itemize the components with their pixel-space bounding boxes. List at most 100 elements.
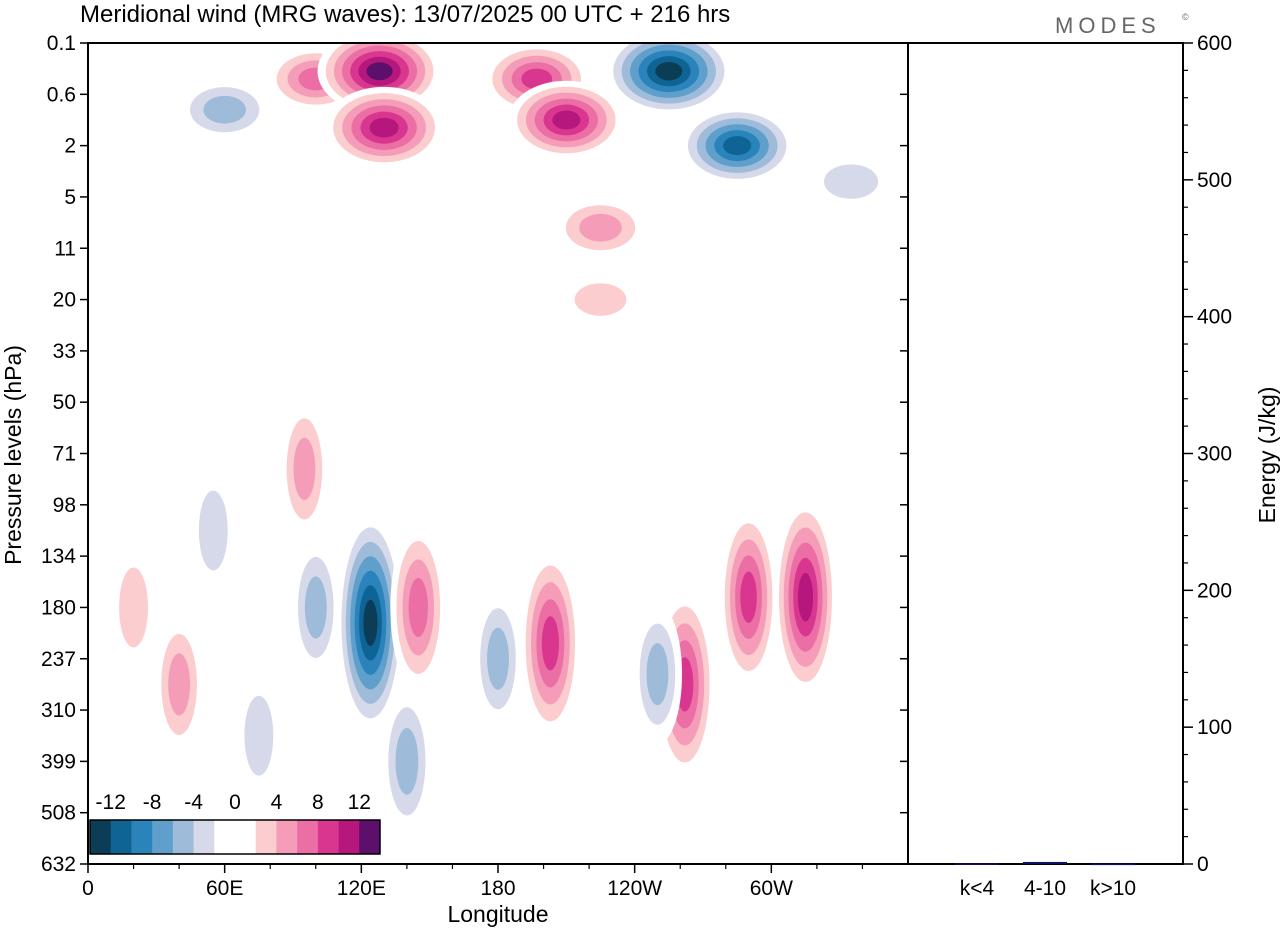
x-axis-label: Longitude (447, 901, 548, 927)
contour-level (740, 571, 757, 623)
contour-level (579, 213, 622, 242)
colorbar-swatch (172, 820, 194, 854)
colorbar-swatch (317, 820, 339, 854)
contour-level (552, 110, 581, 130)
contour-feature (189, 465, 237, 596)
contour-feature (390, 522, 447, 693)
x-tick-label: 180 (480, 877, 515, 900)
colorbar-swatch (235, 820, 257, 854)
contour-level (244, 695, 274, 776)
colorbar-label: -12 (96, 791, 126, 814)
y-tick-label: 11 (54, 237, 76, 260)
colorbar-swatch (255, 820, 277, 854)
brand-mark: © (1182, 12, 1189, 22)
contour-feature (632, 604, 683, 745)
energy-tick-label: 0 (1197, 853, 1209, 876)
chart-title: Meridional wind (MRG waves): 13/07/2025 … (80, 1, 730, 28)
contour-level (487, 627, 509, 690)
contour-level (655, 61, 683, 81)
contour-feature (381, 686, 433, 837)
colorbar-swatch (276, 820, 298, 854)
contour-feature (604, 43, 733, 116)
contour-level (574, 283, 627, 316)
contour-feature (235, 670, 283, 801)
contour-level (366, 62, 393, 81)
x-tick-label: 60W (750, 877, 793, 900)
pressure-axis: 0.1 0.6 2 5 11 20 33 50 71 98 134 180 237 310 399 508 63… (41, 32, 908, 876)
y-tick-label: 632 (41, 853, 76, 876)
energy-axis-label: Energy (J/kg) (1254, 387, 1280, 524)
contour-level (304, 576, 327, 639)
energy-bar (1091, 863, 1135, 866)
colorbar-label: -8 (143, 791, 162, 814)
contour-level (797, 572, 814, 622)
contour-feature (552, 196, 649, 259)
y-tick-label: 508 (41, 802, 76, 825)
colorbar-swatch (297, 820, 319, 854)
contour-feature (110, 542, 158, 673)
contour-level (203, 95, 247, 124)
contour-level (198, 490, 228, 571)
contour-level (168, 653, 191, 716)
energy-category-label: k<4 (960, 877, 995, 900)
energy-tick-label: 200 (1197, 579, 1232, 602)
y-tick-label: 134 (41, 545, 76, 568)
x-tick-label: 120E (337, 877, 386, 900)
colorbar-label: 0 (229, 791, 241, 814)
colorbar-swatch (214, 820, 236, 854)
contour-level (293, 437, 316, 501)
colorbar-swatch (338, 820, 360, 854)
colorbar-frame (89, 819, 381, 855)
contour-level (723, 136, 752, 156)
longitude-axis: 0 60E 120E 180 120W 60W (82, 864, 864, 900)
contour-feature (558, 273, 643, 326)
y-tick-label: 50 (53, 391, 76, 414)
y-tick-label: 0.1 (47, 32, 76, 55)
brand-logo: MODES © (1055, 12, 1189, 38)
y-tick-label: 399 (41, 750, 76, 773)
y-tick-label: 5 (64, 186, 76, 209)
y-tick-label: 310 (41, 699, 76, 722)
contour-level (541, 616, 559, 671)
x-tick-label: 0 (82, 877, 94, 900)
colorbar: -12 -8 -4 0 4 8 12 (89, 791, 381, 855)
energy-tick-label: 500 (1197, 169, 1232, 192)
y-tick-label: 0.6 (47, 83, 76, 106)
colorbar-label: 4 (271, 791, 283, 814)
y-tick-label: 71 (53, 443, 76, 466)
y-tick-label: 20 (53, 289, 76, 312)
y-axis-label: Pressure levels (hPa) (0, 345, 26, 565)
energy-tick-label: 300 (1197, 443, 1232, 466)
contour-level (369, 117, 399, 138)
energy-bar (955, 863, 999, 865)
contour-feature (508, 80, 625, 160)
contour-feature (679, 106, 796, 185)
contour-feature (774, 497, 837, 698)
contour-level (395, 728, 419, 795)
colorbar-label: -4 (184, 791, 203, 814)
energy-axis: 0 100 200 300 400 500 600 (1183, 32, 1232, 876)
colorbar-swatch (152, 820, 174, 854)
energy-tick-label: 600 (1197, 32, 1232, 55)
colorbar-swatch (359, 820, 381, 854)
energy-tick-label: 400 (1197, 306, 1232, 329)
y-tick-label: 180 (41, 596, 76, 619)
contour-feature (337, 512, 404, 733)
energy-category-label: 4-10 (1024, 877, 1066, 900)
colorbar-swatch (90, 820, 112, 854)
contour-level (646, 643, 669, 706)
energy-bars: k<4 4-10 k>10 (955, 861, 1136, 900)
x-tick-label: 60E (206, 877, 243, 900)
colorbar-label: 8 (312, 791, 324, 814)
contour-level (408, 577, 428, 638)
colorbar-swatch (193, 820, 215, 854)
energy-bar (1023, 861, 1067, 864)
contour-feature (807, 153, 896, 210)
energy-panel-frame (907, 42, 1184, 865)
contour-feature (291, 537, 341, 678)
colorbar-swatch (131, 820, 153, 854)
y-tick-label: 33 (53, 340, 76, 363)
contour-feature (176, 78, 273, 141)
brand-text: MODES (1055, 13, 1161, 38)
